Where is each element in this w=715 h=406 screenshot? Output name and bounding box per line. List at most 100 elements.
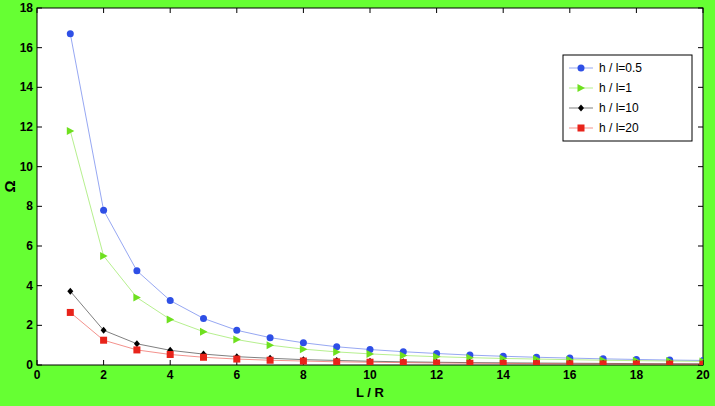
y-tick-right bbox=[698, 87, 703, 88]
legend-label: h / l=10 bbox=[599, 101, 639, 115]
x-tick-label: 2 bbox=[100, 368, 107, 382]
data-point bbox=[167, 297, 174, 304]
y-tick bbox=[37, 127, 42, 128]
x-tick-top bbox=[636, 8, 637, 13]
data-point bbox=[533, 360, 540, 365]
x-tick-label: 12 bbox=[430, 368, 444, 382]
data-point bbox=[100, 207, 107, 214]
y-tick-label: 12 bbox=[20, 120, 34, 134]
data-point bbox=[100, 337, 107, 344]
x-tick-label: 0 bbox=[34, 368, 41, 382]
data-point bbox=[500, 359, 506, 365]
x-tick bbox=[103, 360, 104, 365]
data-point bbox=[633, 360, 639, 365]
chart: 02468101214161820024681012141618L / RΩh … bbox=[0, 0, 715, 406]
data-point bbox=[434, 359, 440, 365]
data-point bbox=[167, 315, 175, 323]
x-tick-label: 18 bbox=[630, 368, 644, 382]
data-point bbox=[233, 356, 240, 363]
data-point bbox=[466, 360, 473, 365]
data-point bbox=[133, 346, 140, 353]
data-point bbox=[267, 357, 274, 364]
data-point bbox=[233, 327, 240, 334]
x-tick-label: 10 bbox=[363, 368, 377, 382]
data-point bbox=[467, 359, 473, 365]
data-point bbox=[300, 339, 307, 346]
series-line bbox=[70, 34, 703, 361]
y-tick-label: 6 bbox=[26, 239, 33, 253]
data-point bbox=[267, 334, 274, 341]
x-tick-label: 20 bbox=[696, 368, 710, 382]
y-tick-label: 16 bbox=[20, 41, 34, 55]
legend-marker bbox=[578, 65, 585, 72]
data-point bbox=[567, 360, 573, 365]
data-point bbox=[500, 360, 507, 365]
series-line bbox=[70, 312, 703, 364]
x-tick-top bbox=[569, 8, 570, 13]
y-tick-label: 10 bbox=[20, 160, 34, 174]
x-tick-top bbox=[103, 8, 104, 13]
y-tick-right bbox=[698, 206, 703, 207]
y-tick-label: 18 bbox=[20, 1, 34, 15]
data-point bbox=[267, 341, 275, 349]
data-point bbox=[367, 358, 373, 365]
y-tick-label: 4 bbox=[26, 279, 33, 293]
y-tick-right bbox=[698, 166, 703, 167]
data-point bbox=[667, 360, 673, 365]
y-tick-label: 0 bbox=[26, 358, 33, 372]
x-tick-top bbox=[436, 8, 437, 13]
legend-marker bbox=[578, 84, 586, 92]
data-point bbox=[100, 252, 108, 260]
y-tick bbox=[37, 285, 42, 286]
data-point bbox=[67, 30, 74, 37]
x-tick-top bbox=[303, 8, 304, 13]
y-tick bbox=[37, 47, 42, 48]
legend-marker bbox=[578, 125, 585, 132]
data-point bbox=[600, 360, 606, 365]
x-tick-label: 8 bbox=[300, 368, 307, 382]
data-point bbox=[633, 361, 640, 365]
x-tick-top bbox=[236, 8, 237, 13]
data-point bbox=[67, 309, 74, 316]
y-tick-right bbox=[698, 246, 703, 247]
data-point bbox=[600, 360, 607, 365]
y-tick bbox=[37, 166, 42, 167]
data-point bbox=[700, 361, 704, 365]
x-tick bbox=[170, 360, 171, 365]
background bbox=[0, 0, 715, 406]
data-point bbox=[333, 348, 341, 356]
x-tick-label: 16 bbox=[563, 368, 577, 382]
x-tick-label: 6 bbox=[233, 368, 240, 382]
data-point bbox=[200, 354, 207, 361]
data-point bbox=[333, 358, 340, 365]
x-tick-top bbox=[370, 8, 371, 13]
legend: h / l=0.5h / l=1h / l=10h / l=20 bbox=[563, 55, 692, 141]
x-tick-label: 14 bbox=[497, 368, 511, 382]
x-tick-top bbox=[503, 8, 504, 13]
y-tick-right bbox=[698, 47, 703, 48]
data-point bbox=[534, 360, 540, 365]
data-point bbox=[400, 359, 407, 365]
legend-box bbox=[563, 55, 692, 141]
data-point bbox=[367, 359, 374, 365]
data-point bbox=[67, 288, 73, 295]
legend-label: h / l=0.5 bbox=[599, 61, 642, 75]
data-point bbox=[700, 360, 703, 365]
legend-label: h / l=20 bbox=[599, 121, 639, 135]
data-point bbox=[367, 350, 375, 358]
data-point bbox=[566, 360, 573, 365]
y-tick-label: 14 bbox=[20, 80, 34, 94]
y-axis-label: Ω bbox=[1, 180, 18, 192]
data-point bbox=[133, 294, 141, 302]
plot-frame bbox=[37, 8, 703, 365]
y-tick-label: 8 bbox=[26, 199, 33, 213]
series-group bbox=[67, 30, 703, 365]
data-point bbox=[101, 327, 107, 334]
y-tick bbox=[37, 325, 42, 326]
data-point bbox=[300, 345, 308, 353]
x-axis-label: L / R bbox=[356, 385, 385, 400]
data-point bbox=[200, 328, 208, 336]
data-point bbox=[666, 361, 673, 365]
data-point bbox=[300, 358, 307, 365]
data-point bbox=[433, 360, 440, 365]
